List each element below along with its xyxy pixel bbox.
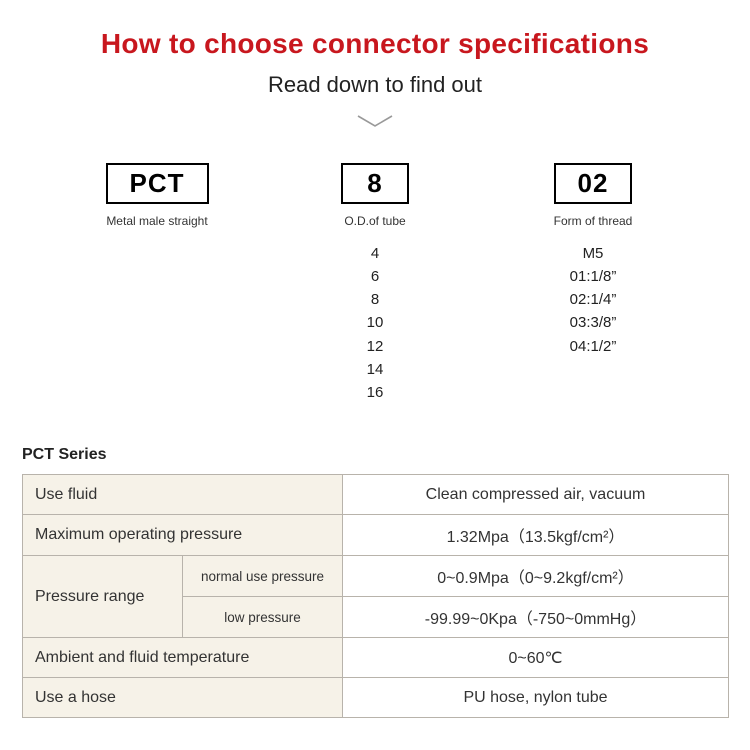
list-item: 03:3/8” bbox=[570, 311, 617, 334]
spec-label-use-fluid: Use fluid bbox=[23, 475, 343, 515]
table-row: Pressure range normal use pressure 0~0.9… bbox=[23, 556, 729, 597]
column-thread-box: 02 bbox=[554, 163, 633, 204]
list-item: 02:1/4” bbox=[570, 288, 617, 311]
chevron-down-icon bbox=[0, 112, 750, 135]
list-item: 12 bbox=[367, 335, 384, 358]
list-item: M5 bbox=[570, 242, 617, 265]
spec-label-pressure-range: Pressure range bbox=[23, 556, 183, 638]
spec-value-ambient-temp: 0~60℃ bbox=[343, 638, 729, 678]
spec-sublabel-normal-pressure: normal use pressure bbox=[183, 556, 343, 597]
column-tube-od: 8 O.D.of tube 4 6 8 10 12 14 16 bbox=[305, 163, 445, 404]
list-item: 16 bbox=[367, 381, 384, 404]
column-thread: 02 Form of thread M5 01:1/8” 02:1/4” 03:… bbox=[523, 163, 663, 404]
list-item: 4 bbox=[367, 242, 384, 265]
table-row: Use a hose PU hose, nylon tube bbox=[23, 678, 729, 718]
page-subtitle: Read down to find out bbox=[0, 72, 750, 98]
spec-label-max-op-pressure: Maximum operating pressure bbox=[23, 515, 343, 556]
spec-value-use-fluid: Clean compressed air, vacuum bbox=[343, 475, 729, 515]
list-item: 04:1/2” bbox=[570, 335, 617, 358]
column-model-box: PCT bbox=[106, 163, 209, 204]
column-thread-options: M5 01:1/8” 02:1/4” 03:3/8” 04:1/2” bbox=[570, 242, 617, 358]
column-model-caption: Metal male straight bbox=[106, 214, 207, 228]
list-item: 10 bbox=[367, 311, 384, 334]
spec-section-title: PCT Series bbox=[0, 446, 750, 464]
spec-table: Use fluid Clean compressed air, vacuum M… bbox=[22, 474, 729, 718]
column-model: PCT Metal male straight bbox=[87, 163, 227, 404]
spec-value-normal-pressure: 0~0.9Mpa（0~9.2kgf/cm²） bbox=[343, 556, 729, 597]
column-tube-od-caption: O.D.of tube bbox=[344, 214, 405, 228]
list-item: 8 bbox=[367, 288, 384, 311]
list-item: 01:1/8” bbox=[570, 265, 617, 288]
spec-value-use-hose: PU hose, nylon tube bbox=[343, 678, 729, 718]
spec-value-max-op-pressure: 1.32Mpa（13.5kgf/cm²） bbox=[343, 515, 729, 556]
column-thread-caption: Form of thread bbox=[554, 214, 633, 228]
spec-label-ambient-temp: Ambient and fluid temperature bbox=[23, 638, 343, 678]
selector-columns: PCT Metal male straight 8 O.D.of tube 4 … bbox=[0, 163, 750, 404]
page-title: How to choose connector specifications bbox=[0, 28, 750, 60]
list-item: 14 bbox=[367, 358, 384, 381]
column-tube-od-options: 4 6 8 10 12 14 16 bbox=[367, 242, 384, 405]
table-row: Maximum operating pressure 1.32Mpa（13.5k… bbox=[23, 515, 729, 556]
spec-value-low-pressure: -99.99~0Kpa（-750~0mmHg） bbox=[343, 597, 729, 638]
spec-sublabel-low-pressure: low pressure bbox=[183, 597, 343, 638]
list-item: 6 bbox=[367, 265, 384, 288]
spec-label-use-hose: Use a hose bbox=[23, 678, 343, 718]
table-row: Use fluid Clean compressed air, vacuum bbox=[23, 475, 729, 515]
column-tube-od-box: 8 bbox=[341, 163, 409, 204]
table-row: Ambient and fluid temperature 0~60℃ bbox=[23, 638, 729, 678]
